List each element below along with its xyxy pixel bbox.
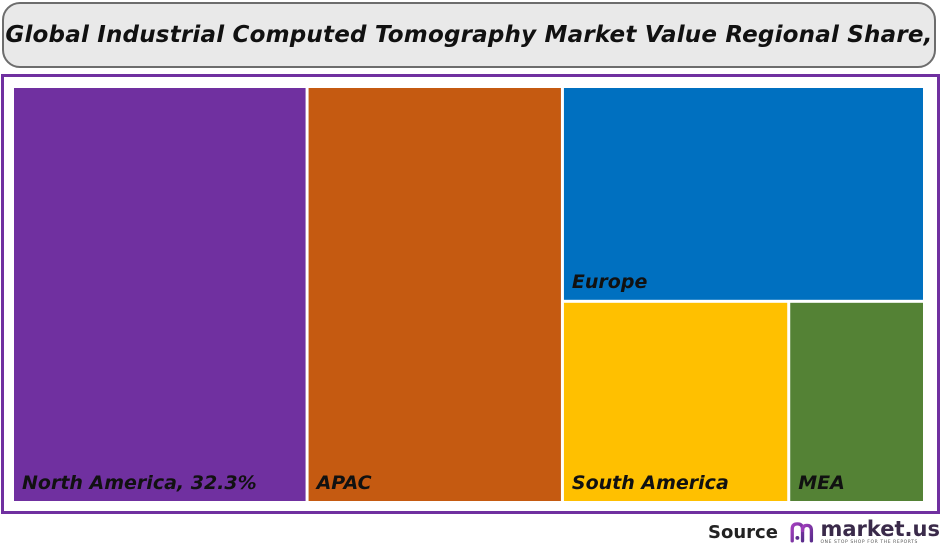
source-label: Source: [708, 521, 778, 543]
chart-frame: North America, 32.3% APAC Europe South Amer…: [1, 74, 940, 514]
tile-europe: [563, 88, 923, 300]
chart-title-box: Global Industrial Computed Tomography Ma…: [2, 2, 936, 68]
tile-label-mea: MEA: [798, 472, 845, 494]
market-us-logo: market.us ONE STOP SHOP FOR THE REPORTS: [820, 516, 940, 546]
tile-label-apac: APAC: [315, 472, 372, 494]
tile-label-europe: Europe: [572, 271, 648, 293]
tile-label-north-america: North America, 32.3%: [22, 472, 257, 494]
source-attribution: Source market.us ONE STOP SHOP FOR THE R…: [708, 516, 940, 548]
logo-tagline: ONE STOP SHOP FOR THE REPORTS: [820, 539, 918, 545]
tile-north-america: [14, 88, 306, 501]
logo-text: market.us: [820, 516, 940, 541]
tile-mea: [790, 302, 923, 501]
chart-title: Global Industrial Computed Tomography Ma…: [5, 22, 933, 48]
tile-south-america: [563, 302, 788, 501]
market-us-logo-icon: [790, 522, 813, 543]
tile-apac: [308, 88, 561, 501]
tile-label-south-america: South America: [572, 472, 729, 494]
treemap-chart: North America, 32.3% APAC Europe South Amer…: [14, 88, 923, 501]
